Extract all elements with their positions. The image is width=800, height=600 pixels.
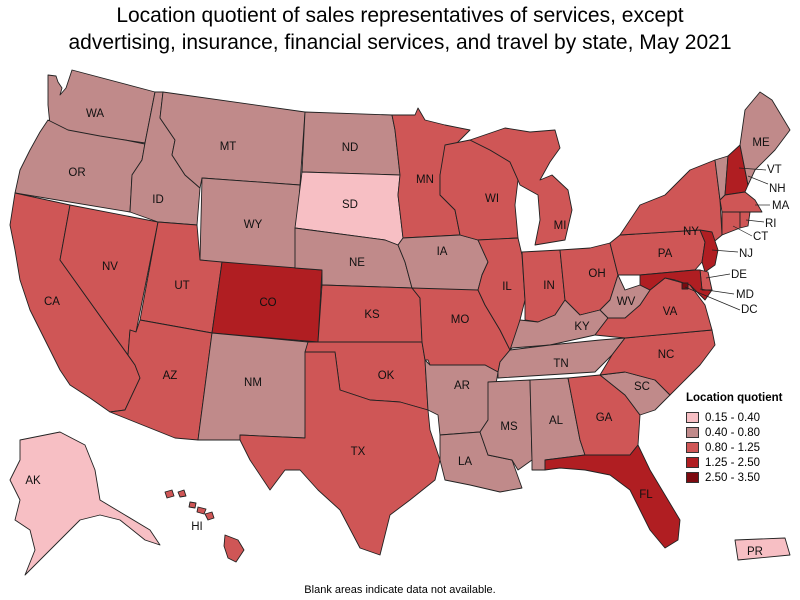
footnote: Blank areas indicate data not available. xyxy=(304,584,496,596)
label-al: AL xyxy=(549,415,564,427)
label-ga: GA xyxy=(596,412,613,424)
label-tx: TX xyxy=(351,446,366,458)
legend-item: 0.80 - 1.25 xyxy=(686,440,798,455)
state-hi-island xyxy=(177,489,187,498)
label-co: CO xyxy=(259,297,276,309)
state-tn xyxy=(497,337,626,379)
legend-label: 0.80 - 1.25 xyxy=(705,441,760,454)
state-mi xyxy=(469,127,573,246)
state-ma xyxy=(719,191,763,213)
legend-item: 0.15 - 0.40 xyxy=(686,410,798,425)
label-nc: NC xyxy=(658,349,675,361)
label-nv: NV xyxy=(102,261,118,273)
state-ri xyxy=(739,211,751,229)
label-ca: CA xyxy=(44,296,60,308)
label-ne: NE xyxy=(349,257,365,269)
title-line-2: advertising, insurance, financial servic… xyxy=(68,31,732,54)
label-pa: PA xyxy=(658,248,673,260)
state-hi-island xyxy=(164,489,175,499)
label-oh: OH xyxy=(588,268,605,280)
label-sd: SD xyxy=(342,199,358,211)
label-wa: WA xyxy=(86,108,104,120)
legend-label: 0.15 - 0.40 xyxy=(705,411,760,424)
legend-swatch xyxy=(686,427,699,438)
label-ma: MA xyxy=(772,200,790,212)
label-wy: WY xyxy=(244,219,263,231)
state-pr xyxy=(734,537,791,561)
legend-label: 2.50 - 3.50 xyxy=(705,471,760,484)
state-mt xyxy=(159,91,306,189)
label-or: OR xyxy=(68,167,85,179)
state-hi-island xyxy=(223,534,245,563)
label-nh: NH xyxy=(769,183,786,195)
label-ri: RI xyxy=(765,218,777,230)
label-hi: HI xyxy=(191,521,203,533)
legend-label: 1.25 - 2.50 xyxy=(705,456,760,469)
label-tn: TN xyxy=(553,358,568,370)
label-la: LA xyxy=(458,456,472,468)
label-dc: DC xyxy=(741,304,758,316)
label-az: AZ xyxy=(163,370,178,382)
label-mi: MI xyxy=(554,220,567,232)
label-nd: ND xyxy=(342,142,359,154)
label-mt: MT xyxy=(220,141,237,153)
label-ar: AR xyxy=(454,380,470,392)
legend-swatch xyxy=(686,457,699,468)
label-va: VA xyxy=(663,306,678,318)
legend-swatch xyxy=(686,472,699,483)
label-mo: MO xyxy=(451,314,470,326)
label-wv: WV xyxy=(617,296,636,308)
label-fl: FL xyxy=(639,489,653,501)
state-ct xyxy=(721,211,741,236)
title-line-1: Location quotient of sales representativ… xyxy=(116,4,684,27)
state-fl xyxy=(544,444,681,549)
label-md: MD xyxy=(736,289,754,301)
legend-label: 0.40 - 0.80 xyxy=(705,426,760,439)
label-ky: KY xyxy=(574,321,590,333)
map-title: Location quotient of sales representativ… xyxy=(0,2,800,56)
label-nj: NJ xyxy=(739,248,753,260)
label-mn: MN xyxy=(416,174,434,186)
label-vt: VT xyxy=(767,164,782,176)
legend-item: 0.40 - 0.80 xyxy=(686,425,798,440)
label-sc: SC xyxy=(634,381,650,393)
label-ms: MS xyxy=(500,421,518,433)
state-hi-island xyxy=(196,506,207,515)
label-ok: OK xyxy=(378,370,395,382)
label-in: IN xyxy=(543,280,555,292)
label-de: DE xyxy=(731,269,747,281)
state-hi xyxy=(164,489,245,563)
legend-item: 1.25 - 2.50 xyxy=(686,455,798,470)
label-ny: NY xyxy=(683,226,699,238)
label-wi: WI xyxy=(485,193,499,205)
state-hi-island xyxy=(188,501,197,509)
label-ks: KS xyxy=(364,309,380,321)
label-me: ME xyxy=(752,137,770,149)
state-me xyxy=(739,91,791,186)
legend-swatch xyxy=(686,412,699,423)
state-ia xyxy=(397,234,489,293)
state-nj xyxy=(699,229,719,273)
legend-title: Location quotient xyxy=(686,392,783,404)
state-tx xyxy=(239,351,441,556)
state-hi-island xyxy=(204,511,215,521)
state-ak xyxy=(9,431,161,576)
label-pr: PR xyxy=(747,546,763,558)
label-ct: CT xyxy=(753,231,768,243)
label-nm: NM xyxy=(244,377,262,389)
label-ut: UT xyxy=(174,280,189,292)
legend-swatch xyxy=(686,442,699,453)
legend: Location quotient 0.15 - 0.40 0.40 - 0.8… xyxy=(686,392,798,485)
label-il: IL xyxy=(502,281,512,293)
label-ak: AK xyxy=(25,475,41,487)
legend-item: 2.50 - 3.50 xyxy=(686,470,798,485)
label-ia: IA xyxy=(437,246,448,258)
label-id: ID xyxy=(152,194,164,206)
